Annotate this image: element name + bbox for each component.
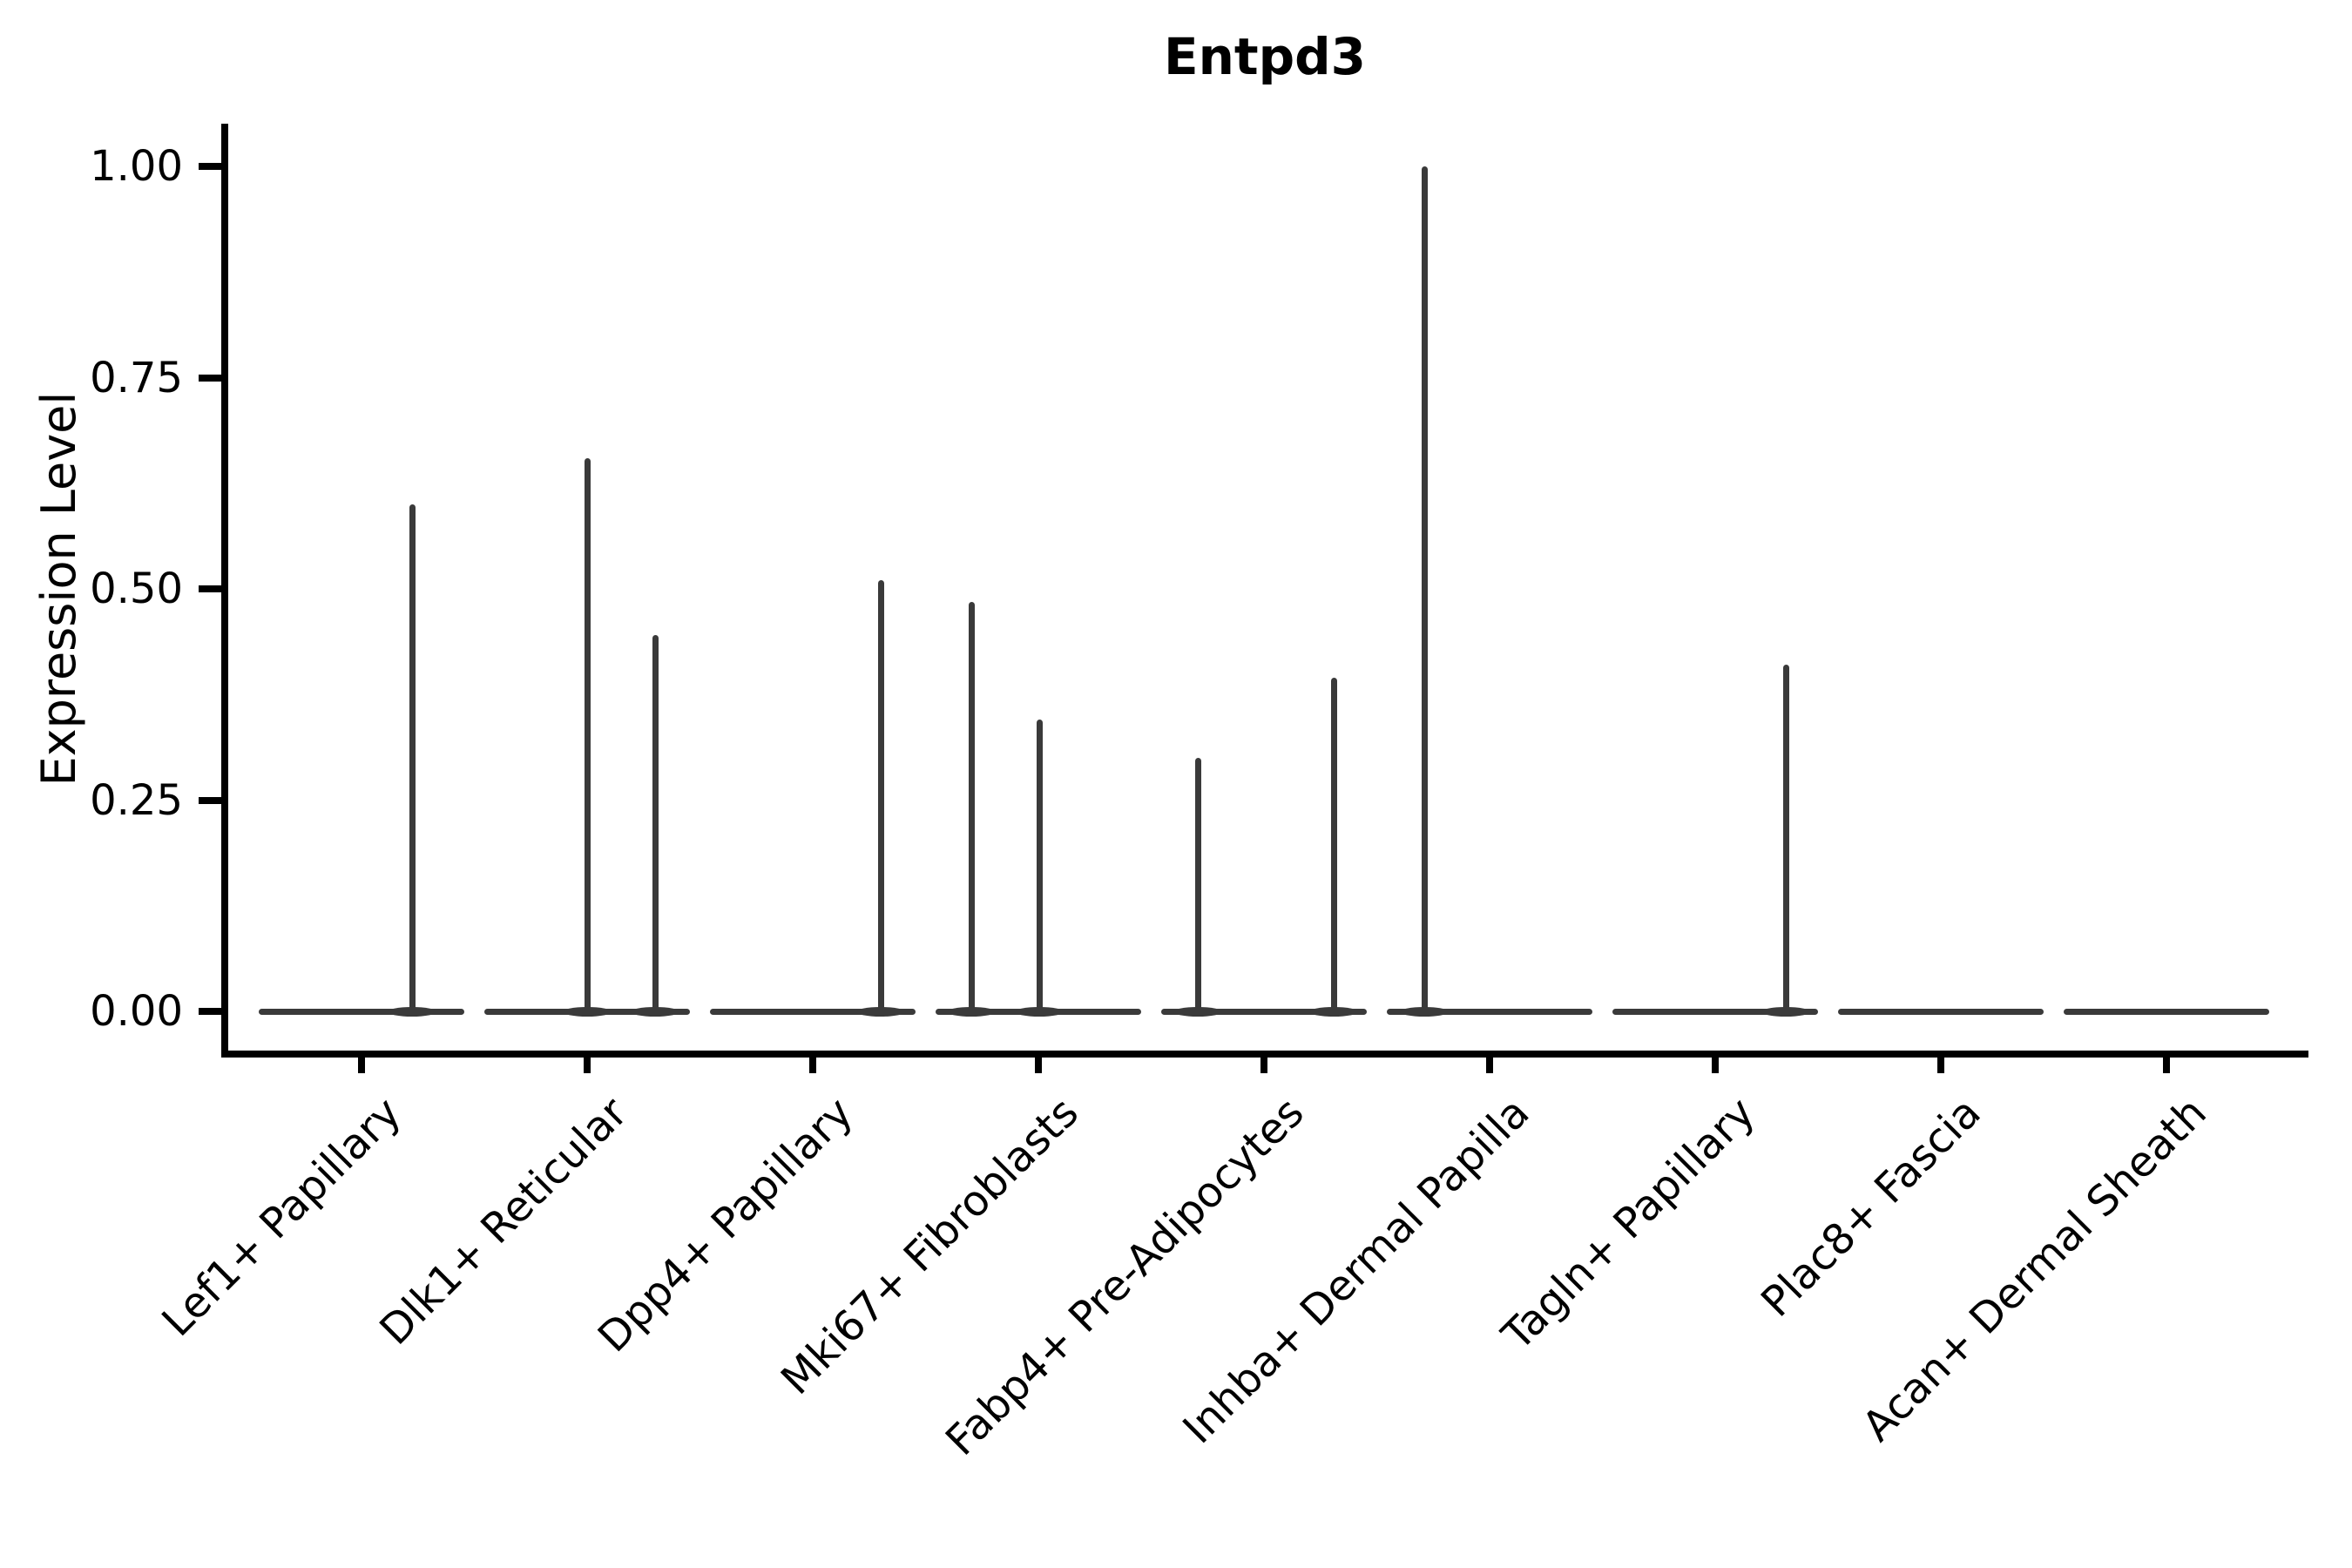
x-tick-label: Dlk1+ Reticular: [370, 1088, 637, 1355]
violin-baseline: [1387, 1008, 1592, 1015]
x-tick-label: Lef1+ Papillary: [152, 1088, 411, 1347]
x-tick: [358, 1058, 365, 1073]
y-axis-spine: [221, 124, 228, 1058]
x-axis-spine: [221, 1051, 2308, 1058]
violin-baseline: [1161, 1008, 1367, 1015]
y-axis-label: Expression Level: [31, 391, 86, 787]
x-tick: [809, 1058, 816, 1073]
violin-spike: [409, 504, 416, 1011]
violin-spike-swell: [631, 1006, 679, 1017]
violin-spike-swell: [388, 1006, 436, 1017]
y-tick: [199, 1008, 221, 1015]
violin-spike: [1036, 720, 1043, 1011]
x-tick: [1486, 1058, 1493, 1073]
violin-baseline: [1612, 1008, 1818, 1015]
y-tick: [199, 374, 221, 382]
y-tick-label: 0.00: [90, 987, 183, 1036]
y-tick-label: 0.50: [90, 564, 183, 613]
violin-spike-swell: [563, 1006, 612, 1017]
x-tick-label: Plac8+ Fascia: [1752, 1088, 1990, 1327]
x-tick: [2163, 1058, 2170, 1073]
violin-baseline: [710, 1008, 916, 1015]
violin-baseline: [1838, 1008, 2044, 1015]
violin-spike: [584, 457, 591, 1011]
violin-spike: [1782, 665, 1789, 1011]
x-tick-label: Dpp4+ Papillary: [588, 1088, 862, 1362]
chart-title: Entpd3: [1163, 27, 1367, 86]
violin-spike-swell: [856, 1006, 905, 1017]
violin-spike: [1421, 166, 1428, 1011]
violin-spike: [652, 635, 659, 1011]
violin-baseline: [259, 1008, 464, 1015]
y-tick: [199, 163, 221, 170]
x-tick: [1937, 1058, 1944, 1073]
violin-spike-swell: [1400, 1006, 1449, 1017]
violin-spike: [1194, 758, 1201, 1011]
y-tick: [199, 585, 221, 592]
x-tick: [584, 1058, 591, 1073]
violin-baseline: [2064, 1008, 2269, 1015]
x-tick-label: Tagln+ Papillary: [1493, 1088, 1765, 1360]
violin-spike-swell: [1015, 1006, 1064, 1017]
x-tick: [1035, 1058, 1042, 1073]
y-tick-label: 1.00: [90, 142, 183, 191]
violin-spike-swell: [1761, 1006, 1810, 1017]
violin-spike: [1330, 677, 1337, 1011]
y-tick-label: 0.25: [90, 775, 183, 825]
violin-spike-swell: [1309, 1006, 1358, 1017]
y-tick: [199, 796, 221, 804]
violin-spike: [968, 601, 975, 1011]
violin-spike-swell: [1173, 1006, 1222, 1017]
x-tick: [1712, 1058, 1719, 1073]
violin-spike: [877, 580, 884, 1011]
x-tick: [1260, 1058, 1267, 1073]
violin-spike-swell: [947, 1006, 996, 1017]
y-tick-label: 0.75: [90, 353, 183, 402]
